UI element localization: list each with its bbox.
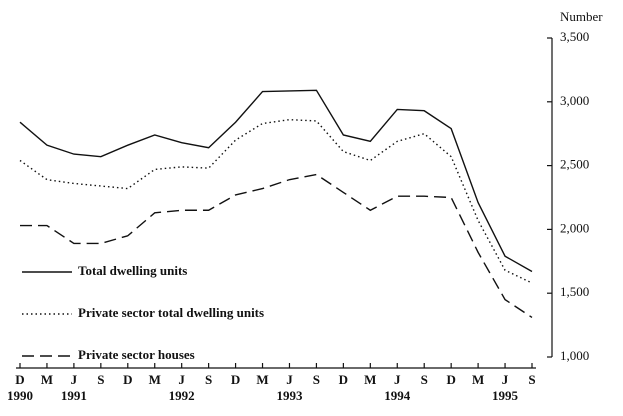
- year-label: 1992: [169, 388, 195, 403]
- x-tick-label: D: [339, 372, 348, 387]
- x-tick-label: J: [71, 372, 78, 387]
- x-tick-label: S: [313, 372, 320, 387]
- x-tick-label: D: [15, 372, 24, 387]
- y-tick-label: 3,500: [560, 29, 589, 44]
- x-tick-label: S: [421, 372, 428, 387]
- year-label: 1990: [7, 388, 33, 403]
- series-line: [19, 89, 533, 273]
- x-tick-label: M: [364, 372, 376, 387]
- y-axis-label: Number: [560, 9, 603, 24]
- y-tick-label: 1,500: [560, 284, 589, 299]
- x-tick-label: M: [41, 372, 53, 387]
- legend-label: Total dwelling units: [78, 263, 187, 278]
- legend-label: Private sector houses: [78, 347, 195, 362]
- y-tick-label: 2,500: [560, 157, 589, 172]
- x-tick-label: M: [256, 372, 268, 387]
- x-tick-label: J: [286, 372, 293, 387]
- x-tick-label: J: [178, 372, 185, 387]
- x-tick-label: J: [394, 372, 401, 387]
- series-line: [19, 118, 533, 284]
- year-label: 1994: [384, 388, 411, 403]
- x-tick-label: D: [231, 372, 240, 387]
- x-tick-label: D: [446, 372, 455, 387]
- y-tick-label: 2,000: [560, 220, 589, 235]
- x-tick-label: J: [502, 372, 509, 387]
- year-label: 1991: [61, 388, 87, 403]
- x-tick-label: S: [528, 372, 535, 387]
- series-line: [20, 173, 533, 319]
- x-tick-label: M: [472, 372, 484, 387]
- y-tick-label: 1,000: [560, 348, 589, 363]
- year-label: 1995: [492, 388, 519, 403]
- x-tick-label: D: [123, 372, 132, 387]
- legend-label: Private sector total dwelling units: [78, 305, 264, 320]
- x-tick-label: S: [97, 372, 104, 387]
- x-tick-label: S: [205, 372, 212, 387]
- year-label: 1993: [276, 388, 303, 403]
- y-tick-label: 3,000: [560, 93, 589, 108]
- x-tick-label: M: [149, 372, 161, 387]
